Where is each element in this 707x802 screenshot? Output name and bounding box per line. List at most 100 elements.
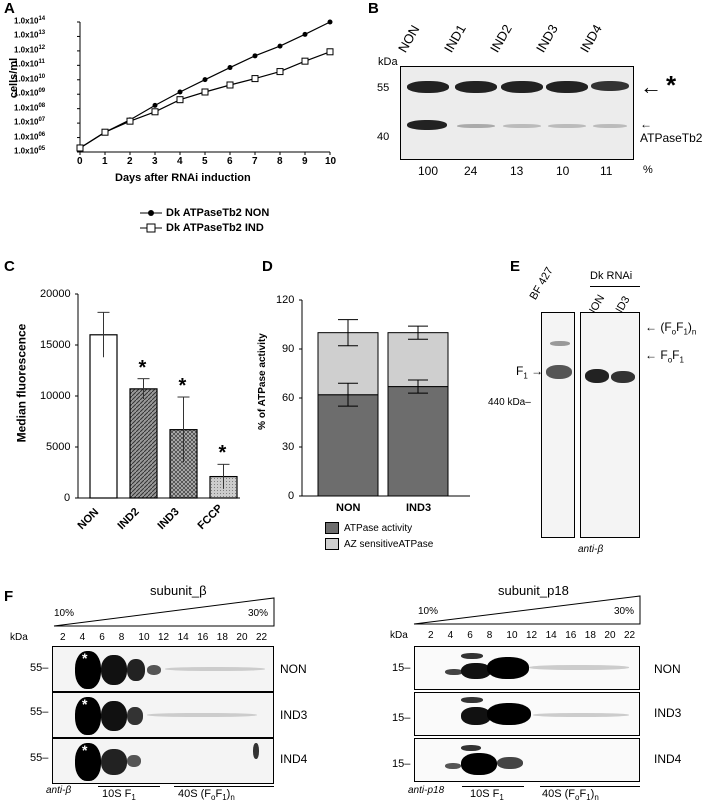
f-right-blot-ind4: [414, 738, 640, 782]
f-right-title: subunit_p18: [498, 583, 569, 598]
growth-point-non: [127, 117, 133, 123]
f-right-row-non: NON: [654, 662, 681, 676]
f-left-marker-2: 55–: [30, 706, 49, 718]
f-left-row-non: NON: [280, 662, 307, 676]
f-left-f1-bracket: [98, 786, 160, 787]
fof1n-label: ← (FoF1)n: [645, 320, 697, 337]
fluor-significance-star: *: [218, 442, 227, 465]
f-left-blot-ind4: [52, 738, 274, 784]
f-right-fraction-label: 18: [584, 630, 596, 641]
f-right-row-ind3: IND3: [654, 706, 682, 720]
blot-b-marker-40: 40: [377, 131, 390, 143]
f-right-fraction-label: 8: [486, 630, 493, 641]
atpase-bar-az: [317, 332, 379, 396]
blot-b-percent: 100: [418, 164, 439, 178]
fluor-significance-star: *: [138, 356, 147, 379]
growth-point-non: [152, 102, 158, 108]
growth-xtick-label: 2: [127, 156, 133, 167]
atpase-xtick-label: IND3: [406, 502, 432, 514]
f-left-title: subunit_β: [150, 583, 207, 598]
fluor-xtick-label: IND3: [155, 505, 182, 532]
f-right-marker-3: 15–: [392, 758, 411, 770]
fluor-ytick-label: 15000: [40, 339, 71, 351]
growth-xtick-label: 9: [302, 156, 308, 167]
f-right-10pct: 10%: [418, 606, 439, 617]
growth-ytick-label: 1.0x1011: [14, 59, 45, 69]
f-left-marker-1: 55–: [30, 662, 49, 674]
f-left-fofn-label: 40S (FoF1)n: [178, 788, 235, 802]
growth-ytick-label: 1.0x1006: [14, 131, 46, 142]
fluor-ytick-label: 10000: [40, 390, 71, 402]
f-left-fraction-label: 20: [236, 632, 248, 643]
growth-point-non: [227, 65, 233, 71]
blot-b-image: [400, 66, 634, 160]
f-right-blot-ind3: [414, 692, 640, 736]
atpase-ytick-label: 0: [288, 490, 295, 502]
panel-label-a: A: [4, 0, 15, 17]
growth-xtick-label: 4: [177, 156, 183, 167]
blot-b-lane-label: IND3: [533, 21, 561, 55]
f-left-fraction-label: 6: [99, 632, 105, 643]
growth-point-non: [327, 19, 333, 25]
percent-sign: %: [643, 164, 653, 176]
star-f3: *: [82, 742, 88, 758]
growth-point-ind: [326, 48, 334, 56]
f-left-antibody: anti-β: [46, 785, 72, 796]
fluor-bar: [129, 388, 158, 499]
fluor-bar: [209, 475, 238, 499]
fluor-ytick-label: 0: [64, 492, 71, 504]
f-left-fraction-label: 2: [60, 632, 66, 643]
fluor-ytick-label: 5000: [46, 441, 71, 453]
blot-e-rnai: [580, 312, 640, 538]
panel-label-d: D: [262, 258, 273, 275]
f-right-kda: kDa: [390, 630, 408, 641]
fluor-bar: [89, 334, 118, 499]
group-dk-rnai: Dk RNAi: [590, 270, 633, 282]
atpase-ytick-label: 60: [282, 392, 295, 404]
growth-point-non: [77, 145, 83, 151]
blot-e-bf: [541, 312, 575, 538]
f-right-fraction-label: 2: [428, 630, 434, 641]
f-right-marker-1: 15–: [392, 662, 411, 674]
growth-point-non: [277, 43, 283, 49]
growth-point-ind: [126, 117, 134, 125]
f-left-marker-3: 55–: [30, 752, 49, 764]
f-left-fraction-label: 18: [216, 632, 228, 643]
legend-atpase: ATPase activity: [344, 522, 413, 534]
star-label: *: [666, 70, 677, 100]
growth-ytick-label: 1.0x1005: [14, 146, 46, 156]
atpase-bar-az: [387, 332, 449, 388]
growth-xtick-label: 8: [277, 156, 283, 167]
f-right-antibody: anti-p18: [408, 785, 445, 796]
growth-series-line: [79, 51, 331, 149]
growth-point-ind: [226, 81, 234, 89]
f-right-fraction-label: 20: [604, 630, 616, 641]
blot-b-kda: kDa: [378, 56, 398, 68]
f-right-row-ind4: IND4: [654, 752, 682, 766]
growth-xtick-label: 0: [77, 156, 83, 167]
f-left-fraction-label: 12: [158, 632, 170, 643]
f-left-10pct: 10%: [54, 608, 75, 619]
f-left-fraction-label: 14: [177, 632, 189, 643]
growth-point-non: [177, 89, 183, 95]
f-left-fraction-label: 4: [79, 632, 86, 643]
growth-xtick-label: 6: [227, 156, 233, 167]
growth-point-ind: [201, 88, 209, 96]
f-right-fraction-label: 10: [506, 630, 518, 641]
f-right-fraction-label: 6: [467, 630, 473, 641]
growth-ytick-label: 1.0x1014: [14, 16, 46, 26]
f-right-fofn-label: 40S (FoF1)n: [542, 788, 599, 802]
atpase-ytick-label: 90: [282, 343, 295, 355]
fluor-bar: [169, 429, 198, 499]
fof1-label: ← FoF1: [645, 348, 684, 365]
f-left-blot-non: [52, 646, 274, 692]
growth-point-ind: [176, 96, 184, 104]
atpase-ytick-label: 30: [282, 441, 295, 453]
growth-point-non: [252, 53, 258, 59]
growth-point-ind: [151, 108, 159, 116]
blot-b-percent: 11: [600, 164, 613, 178]
f-left-fraction-label: 16: [197, 632, 209, 643]
f-left-f1-label: 10S F1: [102, 788, 136, 802]
growth-point-ind: [76, 144, 84, 152]
fluor-xtick-label: FCCP: [195, 502, 226, 532]
